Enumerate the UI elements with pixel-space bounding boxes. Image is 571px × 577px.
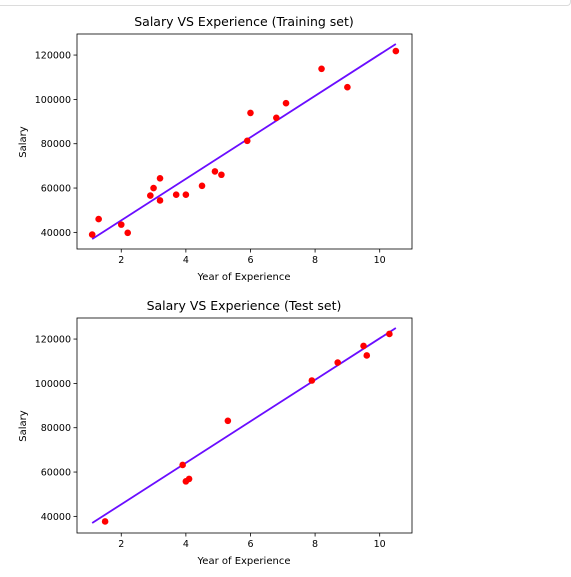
data-point: [318, 65, 325, 73]
data-point: [247, 109, 254, 117]
x-axis-label: Year of Experience: [197, 272, 291, 283]
data-point: [360, 342, 367, 350]
data-point: [88, 231, 96, 238]
data-point: [392, 47, 400, 55]
regression-line: [91, 327, 397, 524]
x-tick-label: 2: [118, 255, 124, 266]
data-point: [211, 168, 219, 175]
x-axis-label: Year of Experience: [197, 556, 291, 567]
chart-title: Salary VS Experience (Test set): [147, 298, 342, 313]
axes-frame: [76, 317, 413, 534]
data-point: [224, 417, 232, 425]
data-point: [273, 114, 280, 122]
test-set-chart: Salary VS Experience (Test set) 2 4 6 8 10 40…: [18, 298, 413, 567]
x-tick-label: 4: [183, 539, 189, 550]
data-point: [156, 197, 164, 204]
y-tick-label: 60000: [41, 184, 71, 195]
x-tick-label: 10: [374, 255, 386, 266]
data-point: [344, 83, 351, 91]
data-point: [182, 191, 190, 198]
y-tick-label: 40000: [41, 228, 71, 239]
data-point: [363, 352, 371, 359]
data-point: [218, 171, 225, 179]
x-tick-label: 8: [312, 539, 318, 550]
y-tick-label: 100000: [35, 379, 71, 390]
y-tick-label: 60000: [41, 468, 71, 479]
axes-frame: [76, 33, 413, 250]
data-point: [185, 475, 193, 483]
y-tick-label: 40000: [41, 512, 71, 523]
data-point: [124, 229, 132, 237]
data-point: [95, 215, 102, 223]
data-point: [308, 377, 316, 384]
y-tick-label: 100000: [35, 95, 71, 106]
data-point: [334, 359, 341, 366]
data-point: [156, 174, 164, 182]
x-tick-label: 6: [247, 255, 253, 266]
data-point: [282, 99, 290, 107]
x-tick-label: 10: [374, 539, 386, 550]
x-tick-label: 4: [183, 255, 189, 266]
y-tick-label: 80000: [41, 423, 71, 434]
training-set-chart: Salary VS Experience (Training set) 2 4 6 8…: [18, 14, 413, 283]
y-tick-label: 120000: [35, 51, 71, 62]
data-point: [117, 221, 125, 228]
x-tick-label: 6: [247, 539, 253, 550]
data-point: [172, 191, 180, 198]
x-tick-label: 8: [312, 255, 318, 266]
data-point: [179, 461, 186, 469]
plot-area: 2 4 6 8 10 40000 60000 80000 100000 120000: [35, 317, 413, 550]
y-tick-label: 120000: [35, 335, 71, 346]
data-point: [386, 330, 393, 338]
data-point: [101, 518, 109, 525]
chart-title: Salary VS Experience (Training set): [134, 14, 354, 29]
y-axis-label: Salary: [18, 126, 29, 157]
data-point: [198, 182, 206, 190]
plot-area: 2 4 6 8 10 40000 60000 80000 100000 120000: [35, 33, 413, 266]
data-point: [243, 137, 251, 145]
y-axis-label: Salary: [18, 410, 29, 441]
y-tick-label: 80000: [41, 139, 71, 150]
x-tick-label: 2: [118, 539, 124, 550]
data-point: [150, 184, 157, 192]
data-point: [147, 192, 154, 199]
